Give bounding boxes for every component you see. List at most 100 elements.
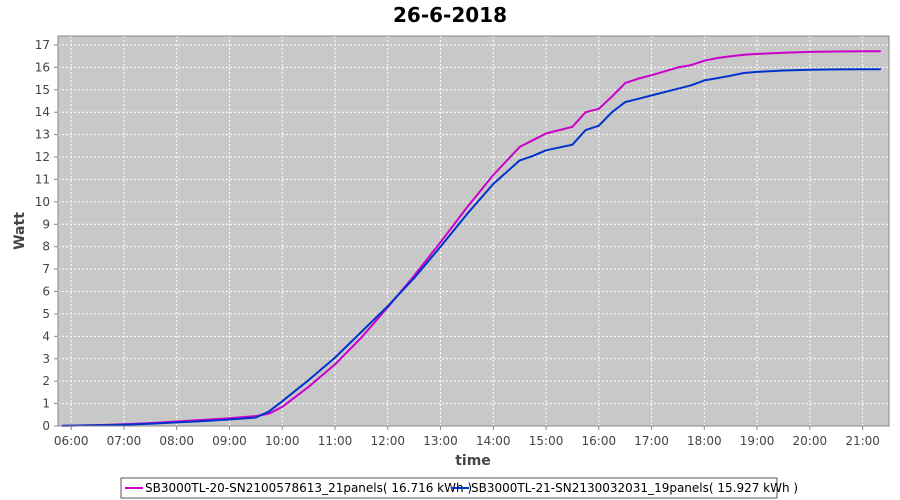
data-point: [716, 57, 719, 59]
data-point: [545, 132, 547, 135]
data-point: [650, 74, 653, 77]
data-point: [518, 159, 521, 162]
y-axis-label: Watt: [12, 212, 28, 250]
data-point: [492, 174, 495, 176]
data-point: [597, 107, 600, 110]
x-tick-label: 13:00: [423, 434, 458, 448]
y-tick-label: 14: [35, 105, 50, 119]
data-point: [716, 77, 719, 80]
data-point: [202, 420, 204, 422]
data-point: [334, 356, 336, 359]
y-tick-label: 9: [42, 217, 50, 231]
data-point: [334, 363, 336, 366]
y-tick-label: 2: [42, 374, 50, 388]
y-tick-label: 11: [35, 172, 50, 186]
data-point: [123, 423, 125, 426]
data-point: [703, 79, 706, 82]
data-point: [518, 146, 521, 148]
data-point: [281, 400, 284, 403]
y-tick-label: 4: [42, 329, 50, 343]
y-tick-label: 6: [42, 285, 50, 299]
data-point: [879, 50, 882, 53]
y-tick-label: 16: [35, 60, 50, 74]
data-point: [808, 68, 811, 71]
data-point: [729, 74, 732, 77]
series-layer: [61, 50, 882, 427]
y-tick-label: 15: [35, 83, 50, 97]
x-tick-label: 14:00: [476, 434, 511, 448]
legend-label-series-2: SB3000TL-21-SN2130032031_19panels( 15.92…: [471, 481, 798, 495]
y-tick-label: 17: [35, 38, 50, 52]
data-point: [756, 53, 758, 55]
data-point: [386, 305, 389, 307]
y-tick-label: 10: [35, 195, 50, 209]
data-point: [650, 94, 653, 97]
data-point: [254, 416, 257, 419]
y-tick-label: 3: [42, 352, 50, 366]
data-point: [637, 97, 640, 100]
series-line-2: [62, 68, 881, 427]
legend-label-series-1: SB3000TL-20-SN2100578613_21panels( 16.71…: [145, 481, 472, 495]
data-point: [360, 330, 363, 333]
x-axis: 06:00 07:00 08:00 09:00 10:00 11:00 12:00 13:00…: [54, 426, 880, 448]
data-point: [307, 379, 310, 381]
chart-title: 26-6-2018: [393, 3, 507, 27]
data-point: [637, 77, 640, 80]
x-tick-label: 12:00: [370, 434, 405, 448]
data-point: [149, 422, 152, 425]
data-point: [545, 149, 547, 152]
data-point: [690, 84, 693, 87]
data-point: [729, 55, 732, 58]
y-tick-label: 12: [35, 150, 50, 164]
y-tick-label: 1: [42, 397, 50, 411]
data-point: [782, 69, 785, 72]
x-tick-label: 11:00: [318, 434, 353, 448]
data-point: [756, 70, 758, 73]
data-point: [677, 66, 679, 69]
data-point: [268, 410, 270, 413]
data-point: [782, 51, 785, 54]
data-point: [861, 68, 864, 71]
x-tick-label: 18:00: [687, 434, 722, 448]
grid: [58, 36, 889, 427]
x-tick-label: 17:00: [634, 434, 669, 448]
data-point: [571, 125, 574, 128]
data-point: [281, 406, 284, 408]
data-point: [584, 111, 587, 114]
data-point: [466, 213, 468, 216]
data-point: [492, 183, 495, 185]
x-tick-label: 10:00: [265, 434, 300, 448]
x-tick-label: 20:00: [793, 434, 828, 448]
y-tick-label: 13: [35, 128, 50, 142]
data-point: [743, 72, 745, 74]
data-point: [879, 68, 882, 71]
x-tick-label: 07:00: [107, 434, 142, 448]
data-point: [624, 82, 627, 84]
legend: SB3000TL-20-SN2100578613_21panels( 16.71…: [120, 477, 798, 499]
data-point: [531, 139, 534, 142]
y-tick-label: 7: [42, 262, 50, 276]
data-point: [571, 143, 574, 146]
data-point: [597, 124, 600, 127]
data-point: [861, 50, 864, 53]
data-point: [703, 59, 706, 62]
y-tick-label: 0: [42, 419, 50, 433]
data-point: [531, 155, 534, 157]
x-tick-label: 06:00: [54, 434, 89, 448]
data-point: [439, 245, 442, 248]
data-point: [835, 68, 838, 71]
data-point: [360, 336, 363, 339]
legend-box: [120, 477, 778, 499]
x-tick-label: 16:00: [582, 434, 617, 448]
y-tick-label: 5: [42, 307, 50, 321]
data-point: [466, 206, 468, 209]
data-point: [268, 412, 270, 415]
data-point: [439, 241, 442, 244]
x-tick-label: 19:00: [740, 434, 775, 448]
x-axis-label: time: [455, 453, 491, 469]
data-point: [611, 111, 613, 114]
data-point: [835, 50, 838, 53]
